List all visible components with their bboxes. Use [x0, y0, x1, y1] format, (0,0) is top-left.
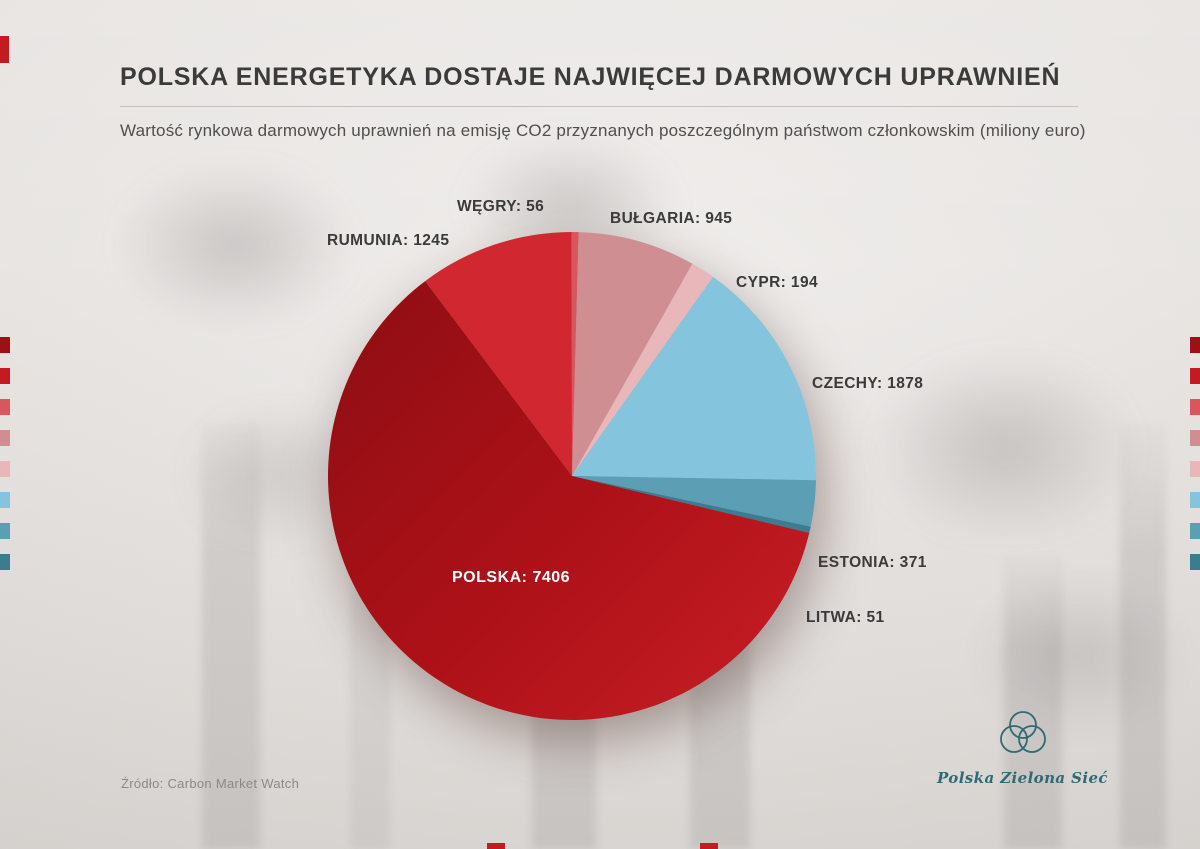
pie-label-estonia: ESTONIA: 371	[818, 554, 927, 571]
pie-slice-bugaria	[572, 232, 693, 476]
pie-label-wegry: WĘGRY: 56	[457, 198, 545, 215]
legend-swatch	[1190, 337, 1200, 353]
source-note: Źródło: Carbon Market Watch	[121, 776, 300, 791]
pie-label-czechy: CZECHY: 1878	[812, 375, 924, 392]
legend-swatch	[0, 337, 10, 353]
pie-slice-cypr	[572, 263, 714, 476]
page-title: POLSKA ENERGETYKA DOSTAJE NAJWIĘCEJ DARM…	[120, 63, 1061, 91]
background-smokestack	[1004, 557, 1062, 849]
legend-swatch	[0, 523, 10, 539]
legend-swatch	[1190, 399, 1200, 415]
page-subtitle: Wartość rynkowa darmowych uprawnień na e…	[120, 121, 1086, 140]
legend-swatch	[0, 399, 10, 415]
legend-swatch	[1190, 430, 1200, 446]
legend-swatch	[0, 430, 10, 446]
accent-tab	[487, 843, 505, 849]
legend-swatch	[0, 368, 10, 384]
legend-swatch	[0, 554, 10, 570]
legend-swatches-right	[1190, 337, 1200, 577]
pie-slice-litwa	[572, 476, 811, 533]
background-smoke	[820, 315, 1190, 580]
pie-slice-rumunia	[425, 232, 572, 476]
title-divider	[120, 106, 1078, 107]
pie-label-rumunia: RUMUNIA: 1245	[327, 232, 450, 249]
background-smokestack	[202, 424, 260, 849]
legend-swatch	[0, 461, 10, 477]
logo: Polska Zielona Sieć	[930, 706, 1115, 787]
legend-swatch	[0, 492, 10, 508]
logo-text: Polska Zielona Sieć	[937, 769, 1108, 787]
legend-swatch	[1190, 554, 1200, 570]
legend-swatch	[1190, 461, 1200, 477]
pie-label-litwa: LITWA: 51	[806, 609, 885, 626]
legend-swatches-left	[0, 337, 10, 577]
legend-swatch	[1190, 523, 1200, 539]
logo-rings-icon	[999, 711, 1046, 753]
background-smokestack	[1120, 424, 1166, 849]
accent-tab	[0, 36, 9, 63]
pie-chart	[328, 231, 816, 720]
background-smoke	[930, 540, 1200, 770]
legend-swatch	[1190, 368, 1200, 384]
pie-label-cypr: CYPR: 194	[736, 274, 818, 291]
legend-swatch	[1190, 492, 1200, 508]
pie-slice-estonia	[572, 476, 816, 527]
pie-slice-polska	[328, 281, 810, 720]
pie-slice-czechy	[572, 276, 816, 481]
pie-label-polska: POLSKA: 7406	[452, 569, 571, 586]
pie-slice-wgry	[571, 231, 579, 476]
background-smoke	[70, 130, 400, 360]
accent-tab	[700, 843, 718, 849]
pie-label-bulgaria: BUŁGARIA: 945	[610, 210, 733, 227]
